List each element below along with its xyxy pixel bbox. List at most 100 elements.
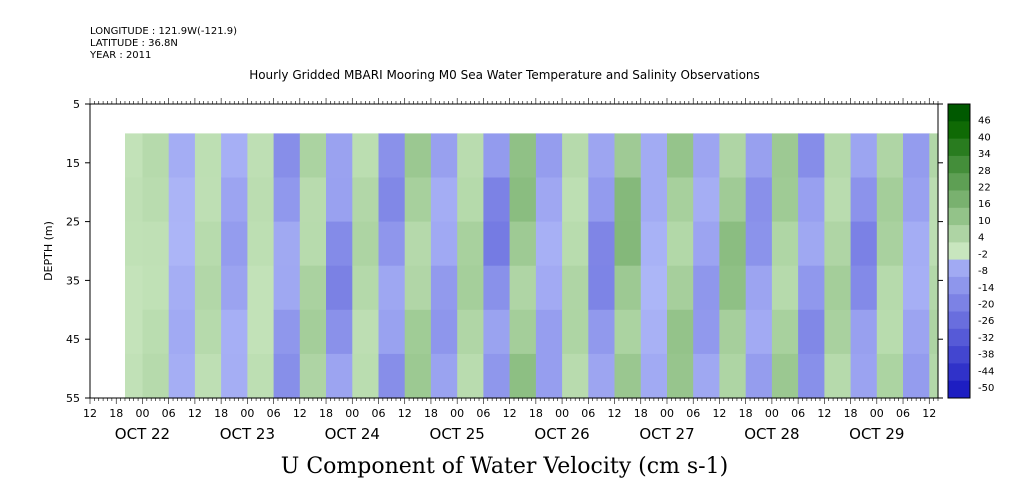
heatmap-cell [457, 353, 484, 399]
colorbar-bin [948, 138, 970, 157]
heatmap-cell [719, 309, 747, 355]
colorbar-bin [948, 328, 970, 347]
x-hour-label: 12 [503, 407, 517, 420]
heatmap-cell [457, 309, 484, 355]
x-day-label: OCT 22 [115, 425, 170, 443]
y-tick-label: 55 [66, 392, 80, 405]
heatmap-cell [125, 309, 144, 355]
x-hour-label: 12 [922, 407, 936, 420]
colorbar-label: 10 [978, 216, 991, 227]
heatmap-cell [903, 133, 930, 179]
heatmap-cell [562, 177, 589, 223]
heatmap-cell [404, 177, 432, 223]
colorbar-label: -38 [978, 350, 994, 361]
x-hour-label: 18 [214, 407, 228, 420]
x-day-label: OCT 23 [220, 425, 275, 443]
heatmap-cell [693, 309, 720, 355]
y-tick-label: 5 [73, 98, 80, 111]
heatmap-cell [745, 133, 773, 179]
heatmap-cell [667, 353, 694, 399]
year-label: YEAR : 2011 [90, 50, 152, 61]
heatmap-cell [352, 133, 380, 179]
heatmap-cell [588, 133, 616, 179]
heatmap-cell [745, 309, 773, 355]
heatmap-cell [247, 221, 275, 267]
heatmap-cell [247, 353, 275, 399]
colorbar-bin [948, 104, 970, 122]
x-hour-label: 00 [450, 407, 464, 420]
heatmap-cell [667, 309, 694, 355]
heatmap-cell [614, 177, 642, 223]
x-hour-label: 06 [267, 407, 281, 420]
heatmap-cell [483, 353, 511, 399]
colorbar-bin [948, 225, 970, 243]
heatmap-cell [430, 309, 458, 355]
colorbar-label: -14 [978, 283, 994, 294]
colorbar-bin [948, 121, 970, 139]
heatmap-cell [667, 133, 694, 179]
heatmap-cell [221, 221, 248, 267]
heatmap-cell [404, 221, 432, 267]
heatmap-cell [221, 265, 248, 311]
heatmap-cell [273, 177, 301, 223]
colorbar-frame [947, 103, 971, 399]
heatmap-cell [221, 133, 248, 179]
heatmap-cell [719, 177, 747, 223]
heatmap-cell [326, 309, 353, 355]
heatmap-cell [562, 221, 589, 267]
x-day-label: OCT 26 [534, 425, 589, 443]
heatmap-cell [457, 133, 484, 179]
heatmap-cell [221, 177, 248, 223]
x-day-label: OCT 27 [639, 425, 694, 443]
heatmap-cell [693, 177, 720, 223]
colorbar-label: -32 [978, 333, 994, 344]
x-hour-label: 12 [83, 407, 97, 420]
x-hour-label: 06 [896, 407, 910, 420]
heatmap-cell [299, 221, 327, 267]
y-tick-label: 35 [66, 274, 80, 287]
heatmap-cell [483, 309, 511, 355]
heatmap-cell [745, 221, 773, 267]
colorbar-bin [948, 346, 970, 364]
longitude-label: LONGITUDE : 121.9W(-121.9) [90, 26, 237, 37]
x-hour-label: 06 [581, 407, 595, 420]
colorbar-bin [948, 173, 970, 191]
heatmap-cell [929, 221, 939, 267]
heatmap-cell [194, 353, 222, 399]
heatmap-cell [299, 133, 327, 179]
heatmap-cell [798, 265, 825, 311]
colorbar-bin [948, 276, 970, 295]
heatmap-cell [850, 353, 878, 399]
x-hour-label: 12 [398, 407, 412, 420]
heatmap-cell [771, 309, 799, 355]
x-hour-label: 18 [739, 407, 753, 420]
heatmap-cell [125, 133, 144, 179]
colorbar-label: -2 [978, 249, 988, 260]
heatmap-cell [850, 177, 878, 223]
heatmap-cell [614, 309, 642, 355]
heatmap-cell [273, 265, 301, 311]
heatmap-cell [404, 265, 432, 311]
heatmap-cell [640, 353, 668, 399]
heatmap-cell [378, 353, 406, 399]
heatmap-cell [142, 177, 170, 223]
colorbar-bin [948, 363, 970, 382]
heatmap-cell [125, 353, 144, 399]
heatmap-cell [614, 265, 642, 311]
x-hour-label: 00 [765, 407, 779, 420]
x-day-label: OCT 24 [325, 425, 380, 443]
heatmap-cell [509, 221, 537, 267]
x-hour-label: 12 [608, 407, 622, 420]
heatmap-cell [352, 353, 380, 399]
colorbar-bin [948, 311, 970, 330]
heatmap-cell [876, 309, 904, 355]
heatmap-cell [430, 177, 458, 223]
heatmap-cell [273, 133, 301, 179]
heatmap-cell [404, 353, 432, 399]
colorbar-bin [948, 259, 970, 278]
heatmap-cell [430, 353, 458, 399]
heatmap-cell [142, 265, 170, 311]
colorbar-bin [948, 207, 970, 226]
colorbar-label: -8 [978, 266, 988, 277]
heatmap-cell [457, 265, 484, 311]
